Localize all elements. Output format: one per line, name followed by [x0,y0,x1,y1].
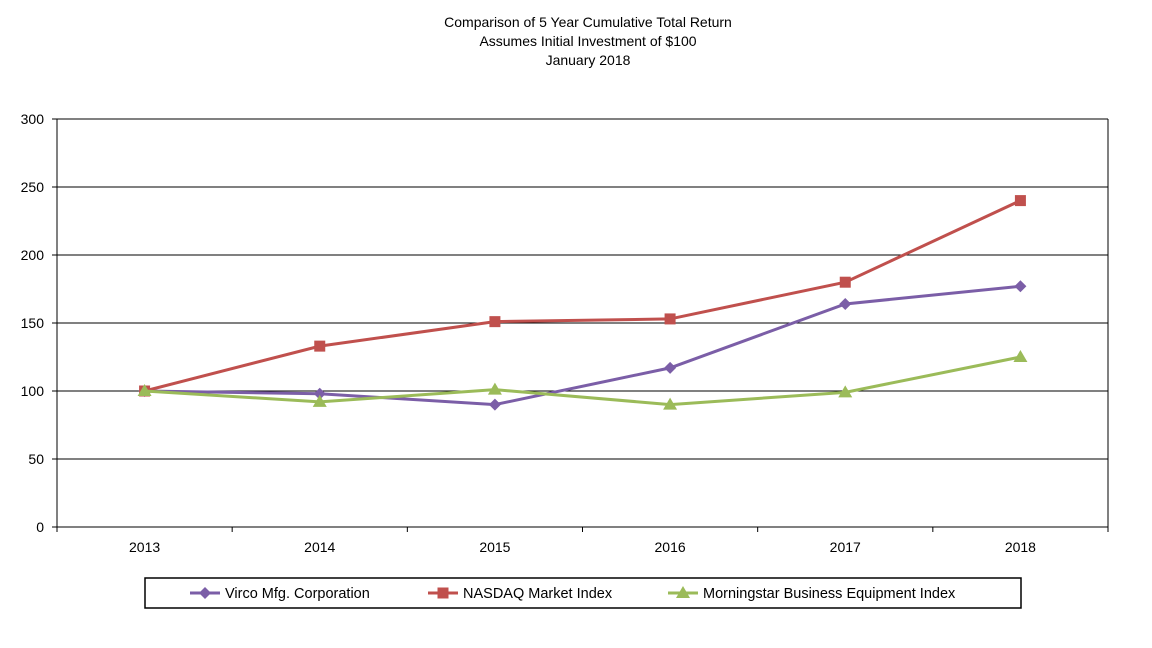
y-tick-label: 100 [21,383,45,399]
legend-item: Virco Mfg. Corporation [190,586,370,602]
chart-title-line-2: Assumes Initial Investment of $100 [479,33,696,49]
triangle-marker [663,397,678,410]
triangle-marker [1013,350,1028,362]
triangle-marker [487,382,502,395]
x-axis: 2013 2014 2015 2016 2017 2018 [56,526,1109,555]
x-tick-label: 2017 [830,539,861,555]
y-tick-label: 300 [21,111,45,127]
triangle-marker [838,385,853,398]
x-tick-label: 2016 [655,539,686,555]
square-marker [839,276,851,288]
legend-label: NASDAQ Market Index [463,586,613,602]
legend: Virco Mfg. Corporation NASDAQ Market Inde… [144,577,1022,609]
square-marker [489,316,501,328]
x-tick-label: 2015 [479,539,510,555]
legend-label: Virco Mfg. Corporation [225,586,370,602]
diamond-marker [199,587,211,599]
chart-title: Comparison of 5 Year Cumulative Total Re… [444,14,732,68]
y-tick-label: 250 [21,179,45,195]
square-marker [664,313,676,325]
series-line [144,355,1021,407]
diamond-marker [839,297,852,310]
legend-box [144,577,1022,609]
series-lines [137,195,1028,411]
square-marker [1014,195,1026,207]
triangle-marker [676,586,690,598]
y-tick-label: 50 [28,451,44,467]
y-tick-label: 150 [21,315,45,331]
chart-title-line-1: Comparison of 5 Year Cumulative Total Re… [444,14,732,30]
series-2 [137,350,1028,410]
series-line [144,199,1022,393]
series-line [144,284,1021,407]
y-axis: 0 50 100 150 200 250 300 [21,111,58,535]
x-tick-label: 2014 [304,539,335,555]
y-tick-label: 200 [21,247,45,263]
chart-title-line-3: January 2018 [546,52,631,68]
legend-label: Morningstar Business Equipment Index [703,586,956,602]
series-1 [139,195,1026,397]
diamond-marker [664,361,677,374]
square-marker [437,587,449,599]
diamond-marker [313,387,326,400]
gridlines [57,118,1109,527]
triangle-marker [312,394,327,407]
x-tick-label: 2013 [129,539,160,555]
y-tick-label: 0 [36,519,44,535]
triangle-marker [137,384,152,396]
square-marker [314,340,326,352]
legend-item: NASDAQ Market Index [428,586,613,602]
diamond-marker [488,398,501,411]
diamond-marker [1014,280,1027,293]
legend-item: Morningstar Business Equipment Index [668,586,956,602]
x-tick-label: 2018 [1005,539,1036,555]
